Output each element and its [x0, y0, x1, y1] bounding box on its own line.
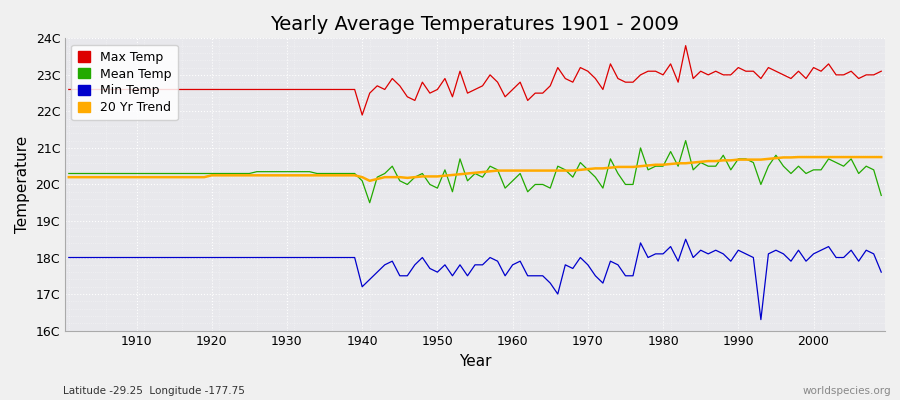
- Max Temp: [508, 87, 518, 92]
- 20 Yr Trend: [334, 173, 345, 178]
- Line: Mean Temp: Mean Temp: [68, 141, 881, 203]
- Mean Temp: [680, 138, 691, 143]
- Min Temp: [500, 273, 510, 278]
- Min Temp: [680, 237, 691, 242]
- Min Temp: [598, 281, 608, 286]
- 20 Yr Trend: [289, 173, 300, 178]
- 20 Yr Trend: [876, 155, 886, 160]
- Max Temp: [123, 87, 134, 92]
- Mean Temp: [63, 171, 74, 176]
- 20 Yr Trend: [793, 155, 804, 160]
- 20 Yr Trend: [508, 168, 518, 173]
- Line: Min Temp: Min Temp: [68, 239, 881, 320]
- Mean Temp: [334, 171, 345, 176]
- Min Temp: [123, 255, 134, 260]
- Mean Temp: [876, 193, 886, 198]
- Min Temp: [63, 255, 74, 260]
- Max Temp: [605, 62, 616, 66]
- Line: Max Temp: Max Temp: [68, 46, 881, 115]
- Line: 20 Yr Trend: 20 Yr Trend: [68, 157, 881, 181]
- 20 Yr Trend: [515, 168, 526, 173]
- Max Temp: [356, 113, 367, 118]
- Text: Latitude -29.25  Longitude -177.75: Latitude -29.25 Longitude -177.75: [63, 386, 245, 396]
- Min Temp: [334, 255, 345, 260]
- 20 Yr Trend: [364, 178, 375, 183]
- Min Temp: [289, 255, 300, 260]
- 20 Yr Trend: [63, 175, 74, 180]
- Max Temp: [515, 80, 526, 84]
- Mean Temp: [508, 178, 518, 183]
- Mean Temp: [123, 171, 134, 176]
- Min Temp: [508, 262, 518, 267]
- 20 Yr Trend: [123, 175, 134, 180]
- Legend: Max Temp, Mean Temp, Min Temp, 20 Yr Trend: Max Temp, Mean Temp, Min Temp, 20 Yr Tre…: [71, 44, 178, 120]
- Max Temp: [876, 69, 886, 74]
- Title: Yearly Average Temperatures 1901 - 2009: Yearly Average Temperatures 1901 - 2009: [271, 15, 680, 34]
- Max Temp: [289, 87, 300, 92]
- Max Temp: [334, 87, 345, 92]
- Mean Temp: [605, 156, 616, 161]
- Y-axis label: Temperature: Temperature: [15, 136, 30, 233]
- Min Temp: [755, 317, 766, 322]
- Text: worldspecies.org: worldspecies.org: [803, 386, 891, 396]
- Max Temp: [63, 87, 74, 92]
- Mean Temp: [289, 169, 300, 174]
- Min Temp: [876, 270, 886, 274]
- Mean Temp: [515, 171, 526, 176]
- Max Temp: [680, 43, 691, 48]
- Mean Temp: [364, 200, 375, 205]
- X-axis label: Year: Year: [459, 354, 491, 369]
- 20 Yr Trend: [605, 165, 616, 170]
